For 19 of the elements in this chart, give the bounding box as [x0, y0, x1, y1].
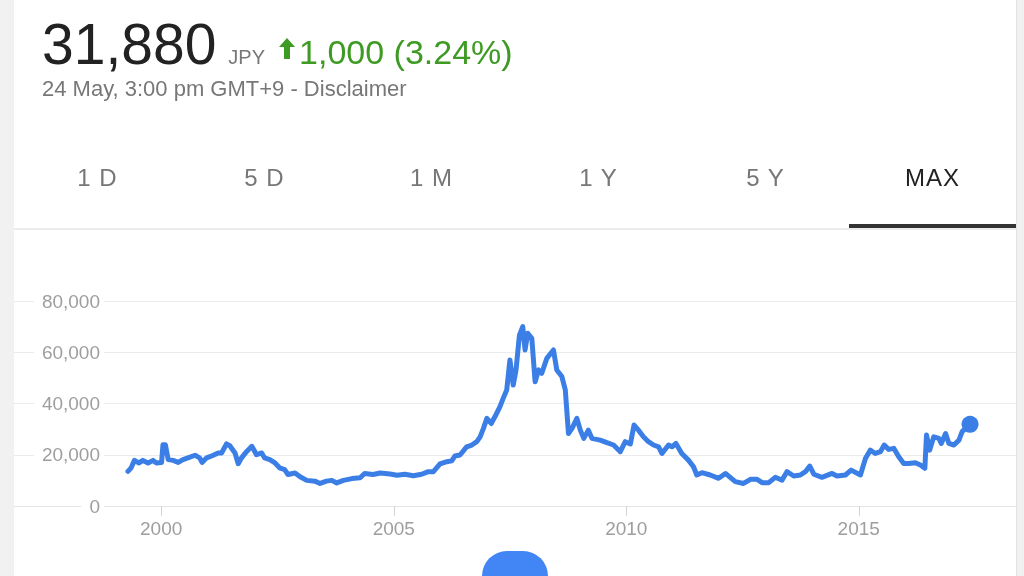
chart-subtitle: 24 May, 3:00 pm GMT+9 - Disclaimer: [42, 76, 407, 103]
text: JPY: [228, 46, 266, 69]
text: 1 M: [409, 163, 454, 193]
y-tick-label: 40,000: [41, 393, 100, 414]
chart-title: 31,880: [42, 12, 217, 76]
x-tick-label: 2015: [837, 518, 880, 539]
x-tick-label: 2000: [140, 518, 183, 539]
text: 5 Y: [745, 163, 786, 193]
y-tick-label: 80,000: [41, 290, 100, 312]
x-tick-label: 2005: [372, 518, 415, 539]
text: MAX: [904, 163, 961, 193]
text: 1 Y: [578, 163, 619, 193]
x-tick-label: 2010: [605, 518, 648, 539]
text: 1 D: [76, 163, 119, 193]
y-tick-label: 20,000: [41, 444, 100, 466]
text: 1,000 (3.24%): [299, 33, 513, 72]
text: 5 D: [243, 163, 286, 193]
y-tick-label: 0: [89, 495, 100, 517]
y-tick-label: 60,000: [41, 341, 100, 363]
